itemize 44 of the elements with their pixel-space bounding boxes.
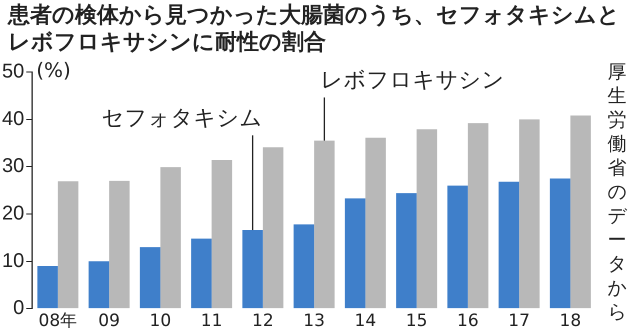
- y-tick-label: 40: [2, 108, 24, 130]
- y-tick-label: 50: [2, 60, 24, 83]
- bar: [365, 138, 386, 308]
- bar: [498, 182, 520, 308]
- bar: [416, 129, 438, 308]
- x-tick-label: 16: [457, 311, 479, 332]
- bar: [140, 247, 160, 308]
- bar: [212, 160, 232, 308]
- bar: [37, 266, 58, 308]
- y-tick-label: 20: [2, 202, 24, 224]
- bar: [550, 178, 570, 308]
- x-tick-label: 13: [303, 311, 325, 332]
- x-tick-label: 12: [252, 311, 274, 332]
- y-tick-label: 0: [13, 297, 24, 320]
- text: 厚生労働省のデータから: [608, 61, 626, 323]
- bar: [447, 186, 468, 308]
- bar: [160, 167, 181, 308]
- bar: [58, 181, 78, 308]
- bar: [344, 198, 366, 308]
- x-tick-label: 15: [406, 311, 428, 332]
- bar: [468, 123, 488, 308]
- bar: [570, 116, 591, 308]
- bar: [191, 238, 212, 308]
- y-tick-label: 30: [2, 155, 24, 178]
- x-tick-label: 08年: [38, 311, 78, 332]
- y-axis-title: (%): [36, 58, 71, 82]
- bar: [262, 147, 284, 308]
- bar: [88, 261, 110, 308]
- bar: [242, 230, 263, 308]
- x-tick-label: 10: [150, 311, 172, 332]
- text: セフォタキシム: [102, 106, 263, 132]
- series-label: レボフロキサシン: [320, 68, 504, 94]
- chart-title: 患者の検体から見つかった大腸菌のうち、セフォタキシムとレボフロキサシンに耐性の割合: [6, 2, 621, 57]
- x-tick-label: 11: [200, 311, 222, 332]
- bar: [109, 180, 130, 308]
- bar: [294, 224, 314, 308]
- x-tick-label: 18: [560, 311, 582, 332]
- x-tick-label: 14: [354, 311, 376, 332]
- bar: [519, 119, 540, 308]
- bar: [314, 140, 335, 308]
- y-tick-label: 10: [2, 250, 24, 272]
- x-tick-label: 17: [508, 311, 530, 332]
- x-tick-label: 09: [98, 311, 120, 332]
- bar: [396, 193, 417, 308]
